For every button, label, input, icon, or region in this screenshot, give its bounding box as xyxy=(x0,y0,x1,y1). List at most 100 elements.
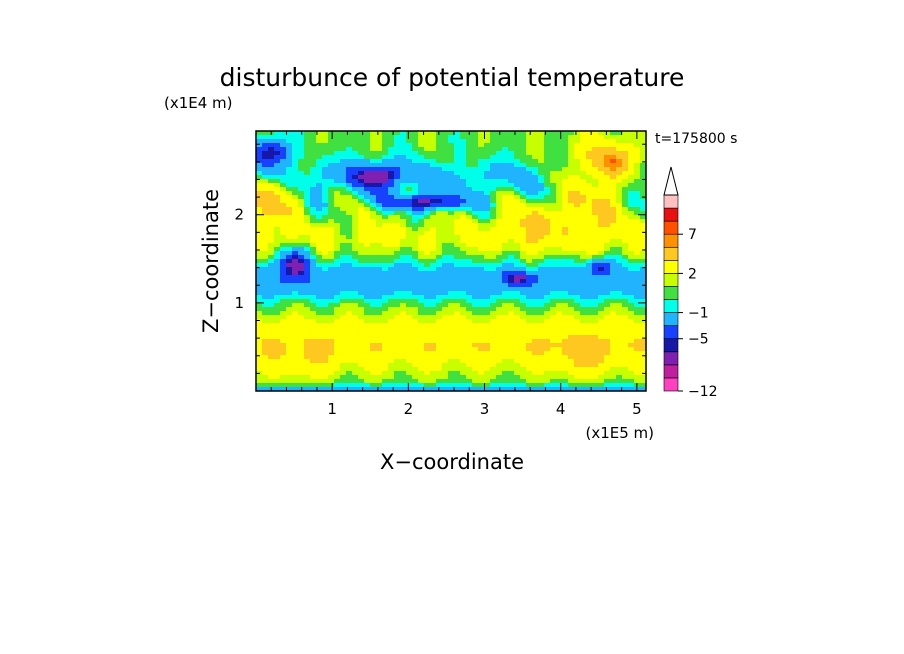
field-cell xyxy=(280,367,287,372)
field-cell xyxy=(346,339,353,344)
field-cell xyxy=(394,203,401,208)
field-cell xyxy=(448,151,455,156)
field-cell xyxy=(484,227,491,232)
field-cell xyxy=(328,163,335,168)
field-cell xyxy=(472,259,479,264)
field-cell xyxy=(310,259,317,264)
field-cell xyxy=(634,147,641,152)
field-cell xyxy=(376,227,383,232)
field-cell xyxy=(454,387,461,391)
field-cell xyxy=(610,227,617,232)
field-cell xyxy=(448,135,455,140)
field-cell xyxy=(304,239,311,244)
field-cell xyxy=(538,339,545,344)
field-cell xyxy=(274,135,281,140)
field-cell xyxy=(412,307,419,312)
field-cell xyxy=(580,271,587,276)
field-cell xyxy=(298,275,305,280)
field-cell xyxy=(616,283,623,288)
field-cell xyxy=(610,187,617,192)
field-cell xyxy=(604,303,611,308)
field-cell xyxy=(274,263,281,268)
field-cell xyxy=(496,383,503,388)
field-cell xyxy=(358,371,365,376)
field-cell xyxy=(478,191,485,196)
field-cell xyxy=(328,363,335,368)
field-cell xyxy=(466,315,473,320)
field-cell xyxy=(292,307,299,312)
field-cell xyxy=(328,191,335,196)
field-cell xyxy=(550,375,557,380)
field-cell xyxy=(370,251,377,256)
field-cell xyxy=(436,379,443,384)
field-cell xyxy=(274,291,281,296)
field-cell xyxy=(574,351,581,356)
field-cell xyxy=(382,311,389,316)
field-cell xyxy=(592,307,599,312)
field-cell xyxy=(298,235,305,240)
field-cell xyxy=(442,299,449,304)
field-cell xyxy=(400,151,407,156)
field-cell xyxy=(454,351,461,356)
field-cell xyxy=(580,195,587,200)
field-cell xyxy=(286,195,293,200)
field-cell xyxy=(604,367,611,372)
contour-field xyxy=(256,131,646,391)
field-cell xyxy=(448,255,455,260)
field-cell xyxy=(406,131,413,136)
field-cell xyxy=(262,163,269,168)
field-cell xyxy=(274,339,281,344)
field-cell xyxy=(304,271,311,276)
field-cell xyxy=(580,147,587,152)
field-cell xyxy=(484,251,491,256)
field-cell xyxy=(298,179,305,184)
field-cell xyxy=(568,175,575,180)
field-cell xyxy=(502,271,509,276)
field-cell xyxy=(406,327,413,332)
field-cell xyxy=(316,167,323,172)
field-cell xyxy=(616,343,623,348)
field-cell xyxy=(382,279,389,284)
field-cell xyxy=(304,291,311,296)
field-cell xyxy=(520,383,527,388)
field-cell xyxy=(490,159,497,164)
field-cell xyxy=(328,259,335,264)
field-cell xyxy=(304,183,311,188)
field-cell xyxy=(400,131,407,136)
field-cell xyxy=(514,163,521,168)
field-cell xyxy=(622,195,629,200)
field-cell xyxy=(520,131,527,136)
field-cell xyxy=(370,259,377,264)
field-cell xyxy=(556,243,563,248)
field-cell xyxy=(268,323,275,328)
field-cell xyxy=(394,159,401,164)
colorbar-swatch xyxy=(663,377,679,392)
field-cell xyxy=(622,343,629,348)
field-cell xyxy=(424,247,431,252)
field-cell xyxy=(400,347,407,352)
field-cell xyxy=(412,199,419,204)
field-cell xyxy=(640,311,646,316)
field-cell xyxy=(442,355,449,360)
field-cell xyxy=(538,219,545,224)
field-cell xyxy=(454,267,461,272)
field-cell xyxy=(394,227,401,232)
field-cell xyxy=(496,259,503,264)
field-cell xyxy=(460,263,467,268)
field-cell xyxy=(346,243,353,248)
field-cell xyxy=(520,347,527,352)
field-cell xyxy=(478,335,485,340)
field-cell xyxy=(466,295,473,300)
field-cell xyxy=(364,159,371,164)
field-cell xyxy=(460,271,467,276)
field-cell xyxy=(460,179,467,184)
field-cell xyxy=(544,363,551,368)
field-cell xyxy=(508,327,515,332)
field-cell xyxy=(628,339,635,344)
field-cell xyxy=(640,327,646,332)
field-cell xyxy=(370,327,377,332)
field-cell xyxy=(604,179,611,184)
field-cell xyxy=(640,163,646,168)
field-cell xyxy=(604,387,611,391)
field-cell xyxy=(526,295,533,300)
